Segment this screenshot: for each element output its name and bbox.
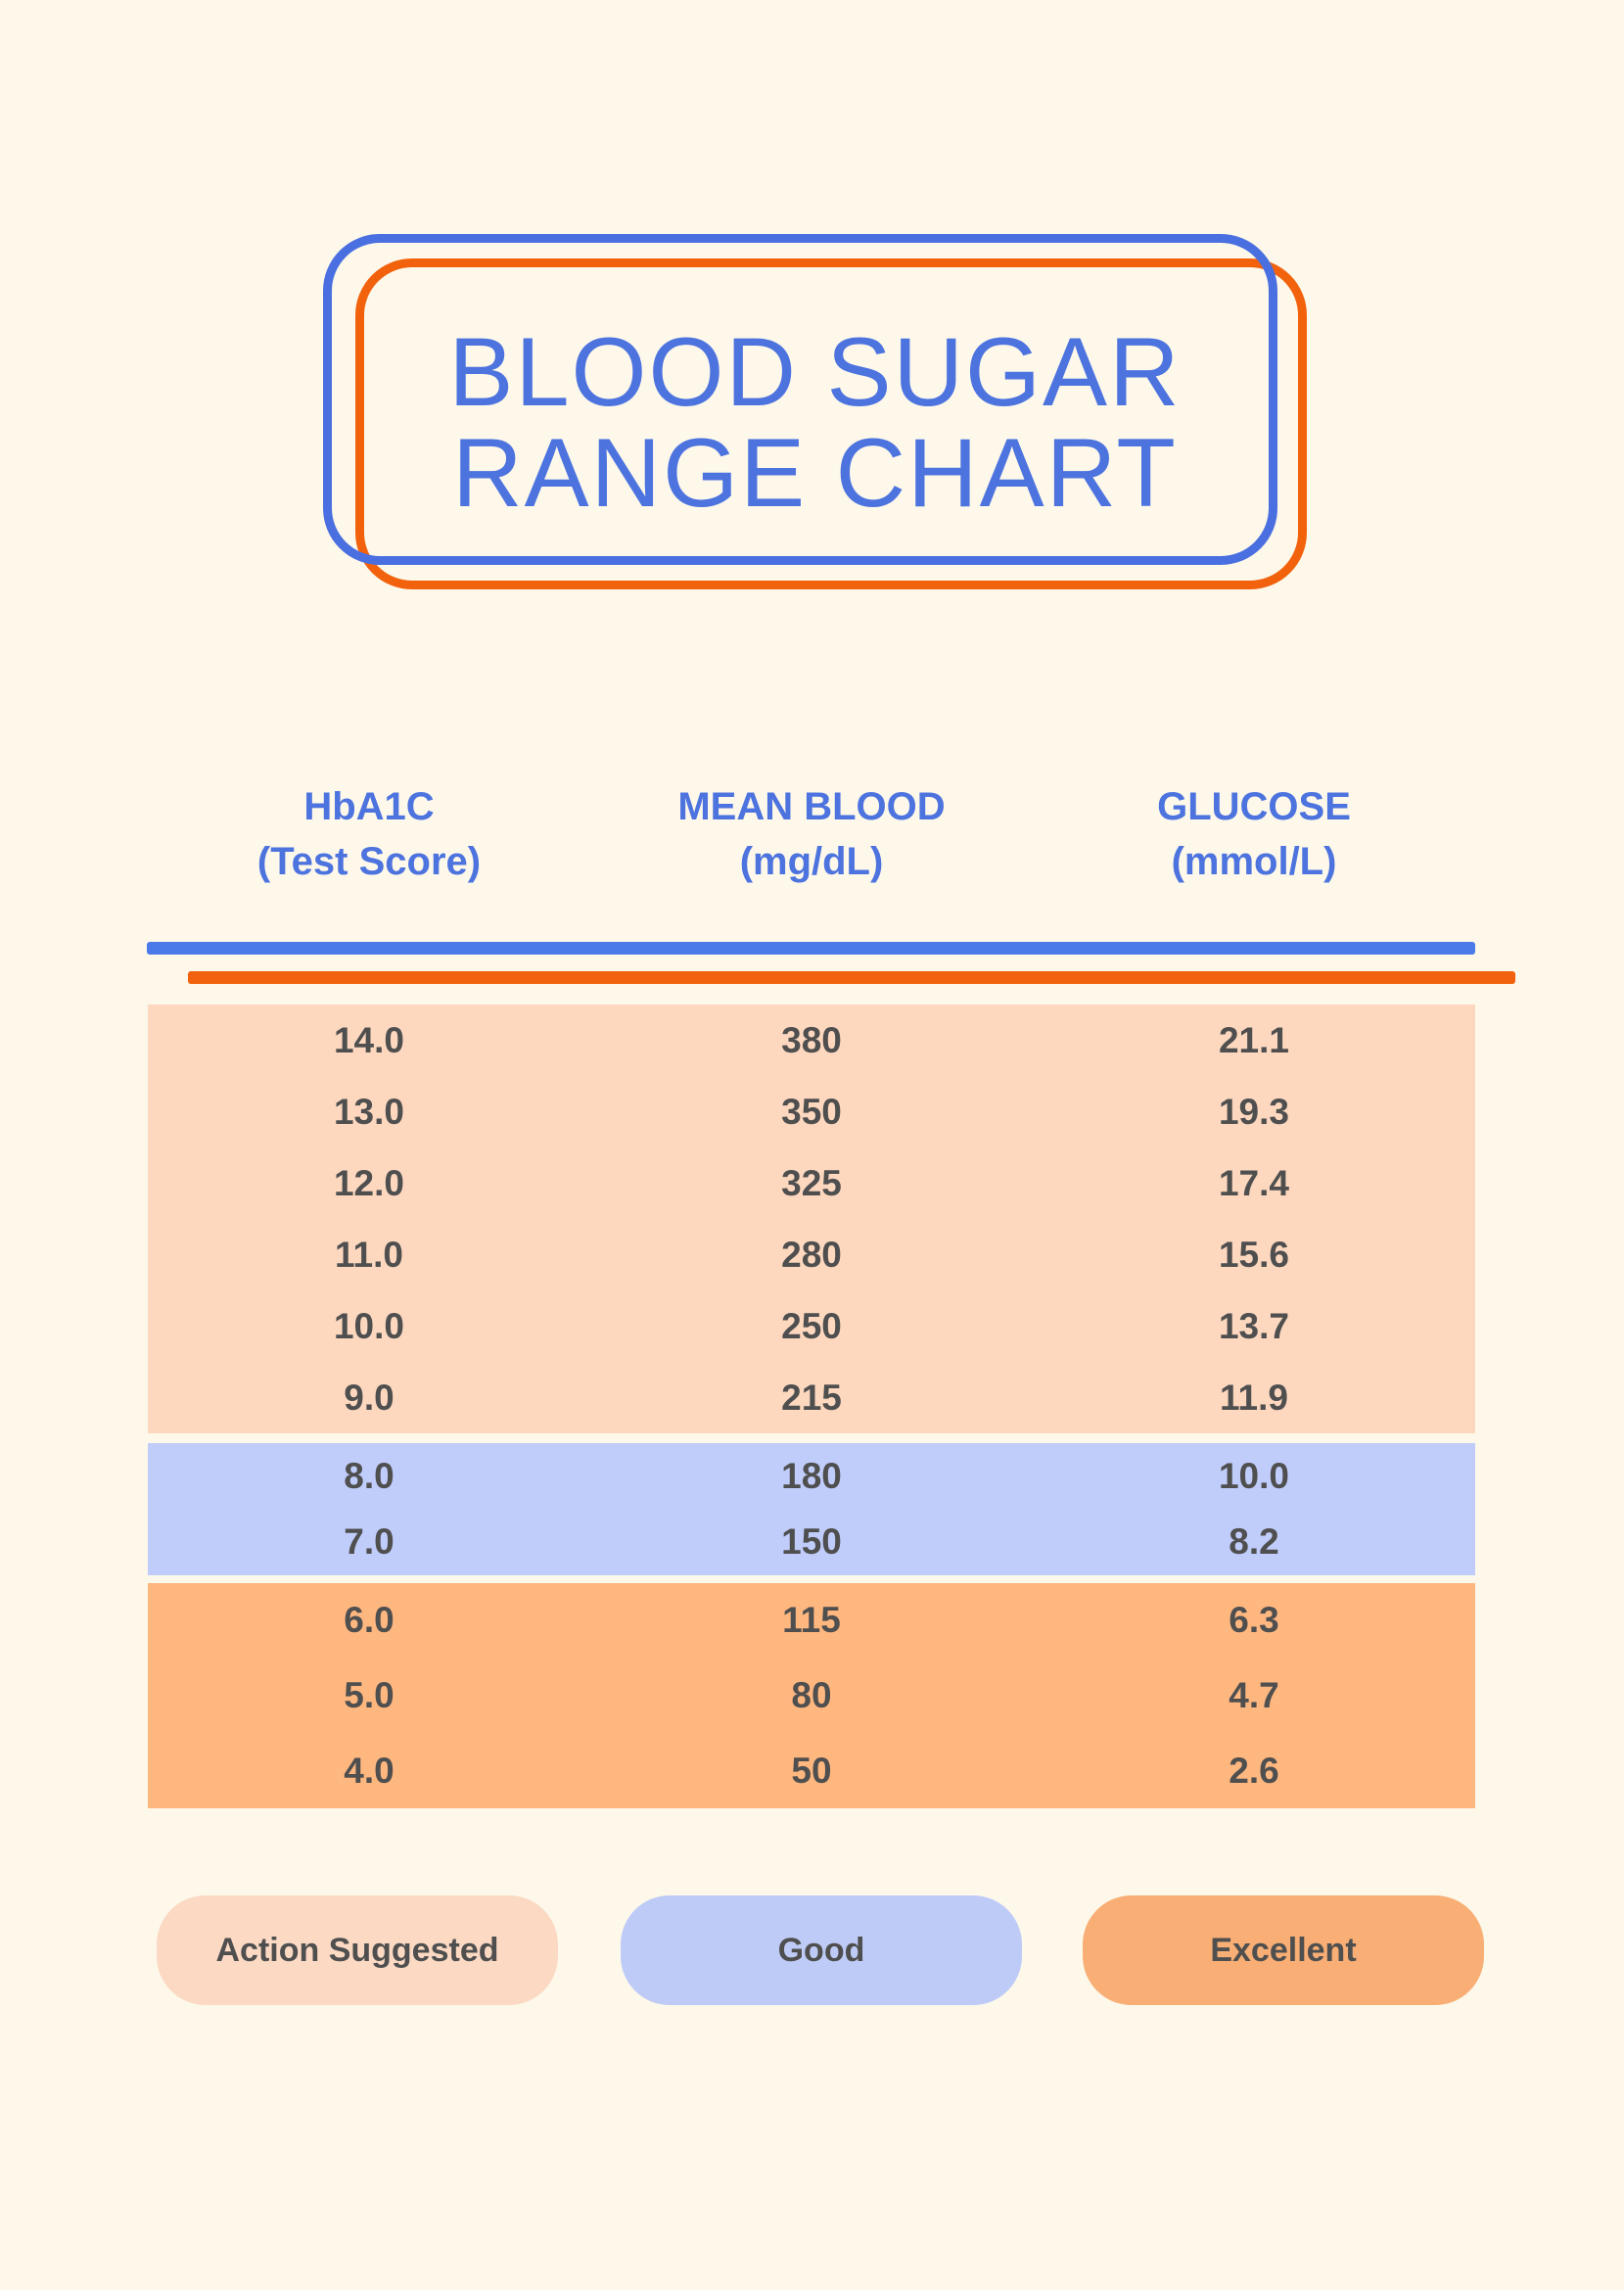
table-cell: 7.0 xyxy=(344,1521,394,1563)
table-cell: 9.0 xyxy=(344,1377,394,1418)
legend-label: Action Suggested xyxy=(215,1931,499,1969)
table-cell: 13.0 xyxy=(333,1091,404,1132)
table-cell: 6.0 xyxy=(344,1600,394,1641)
table-cell: 19.3 xyxy=(1218,1091,1289,1132)
legend-label: Good xyxy=(777,1931,865,1969)
page-title-line-2: RANGE CHART xyxy=(452,418,1178,527)
table-cell: 2.6 xyxy=(1229,1750,1279,1791)
column-header-glucose-title: GLUCOSE xyxy=(1157,785,1351,828)
table-cell: 115 xyxy=(782,1600,841,1641)
legend-label: Excellent xyxy=(1210,1931,1357,1969)
column-header-glucose-unit: (mmol/L) xyxy=(1171,840,1337,883)
legend-pill-good: Good xyxy=(621,1895,1022,2005)
column-header-glucose: GLUCOSE (mmol/L) xyxy=(1033,779,1475,889)
table-cell: 4.0 xyxy=(344,1750,394,1791)
table-cell: 150 xyxy=(781,1521,842,1563)
divider-line-blue xyxy=(147,942,1475,955)
table-cell: 11.0 xyxy=(335,1234,403,1275)
table-cell: 380 xyxy=(781,1019,842,1060)
title-border-blue xyxy=(323,234,1277,565)
column-header-hba1c-unit: (Test Score) xyxy=(256,840,482,883)
table-cell: 5.0 xyxy=(344,1674,394,1715)
column-headers: HbA1C (Test Score) MEAN BLOOD (mg/dL) GL… xyxy=(148,779,1475,889)
table-cell: 180 xyxy=(781,1455,842,1496)
column-header-hba1c: HbA1C (Test Score) xyxy=(148,779,590,889)
table-cell: 325 xyxy=(781,1162,842,1203)
table-cell: 10.0 xyxy=(333,1305,404,1346)
divider-line-orange xyxy=(188,971,1515,984)
legend-pill-action-suggested: Action Suggested xyxy=(157,1895,558,2005)
table-section-excellent: 6.0 115 6.3 5.0 80 4.7 4.0 50 2.6 xyxy=(148,1583,1475,1808)
table-cell: 13.7 xyxy=(1218,1305,1289,1346)
table-cell: 17.4 xyxy=(1218,1162,1289,1203)
table-cell: 8.0 xyxy=(344,1455,394,1496)
table-cell: 8.2 xyxy=(1229,1521,1279,1563)
table-cell: 280 xyxy=(781,1234,842,1275)
column-header-mean-blood-title: MEAN BLOOD xyxy=(677,785,946,828)
table-cell: 15.6 xyxy=(1218,1234,1289,1275)
table-cell: 6.3 xyxy=(1229,1600,1279,1641)
table-cell: 250 xyxy=(781,1305,842,1346)
title-border-orange xyxy=(355,258,1307,589)
table-section-action-suggested: 14.0 380 21.1 13.0 350 19.3 12.0 325 17.… xyxy=(148,1005,1475,1433)
table-cell: 80 xyxy=(791,1674,832,1715)
column-header-mean-blood: MEAN BLOOD (mg/dL) xyxy=(590,779,1033,889)
column-header-hba1c-title: HbA1C xyxy=(303,785,435,828)
table-cell: 14.0 xyxy=(333,1019,404,1060)
table-cell: 10.0 xyxy=(1218,1455,1289,1496)
page-title-line-1: BLOOD SUGAR xyxy=(448,317,1182,427)
table-cell: 215 xyxy=(781,1377,842,1418)
table-cell: 21.1 xyxy=(1218,1019,1289,1060)
table-section-good: 8.0 180 10.0 7.0 150 8.2 xyxy=(148,1443,1475,1575)
table-cell: 11.9 xyxy=(1220,1377,1288,1418)
legend-pill-excellent: Excellent xyxy=(1083,1895,1484,2005)
blood-sugar-table: 14.0 380 21.1 13.0 350 19.3 12.0 325 17.… xyxy=(148,1005,1475,1808)
table-cell: 350 xyxy=(781,1091,842,1132)
page-title: BLOOD SUGAR RANGE CHART xyxy=(323,247,1307,599)
table-cell: 4.7 xyxy=(1229,1674,1279,1715)
table-cell: 50 xyxy=(791,1750,832,1791)
column-header-mean-blood-unit: (mg/dL) xyxy=(739,840,884,883)
table-cell: 12.0 xyxy=(333,1162,404,1203)
